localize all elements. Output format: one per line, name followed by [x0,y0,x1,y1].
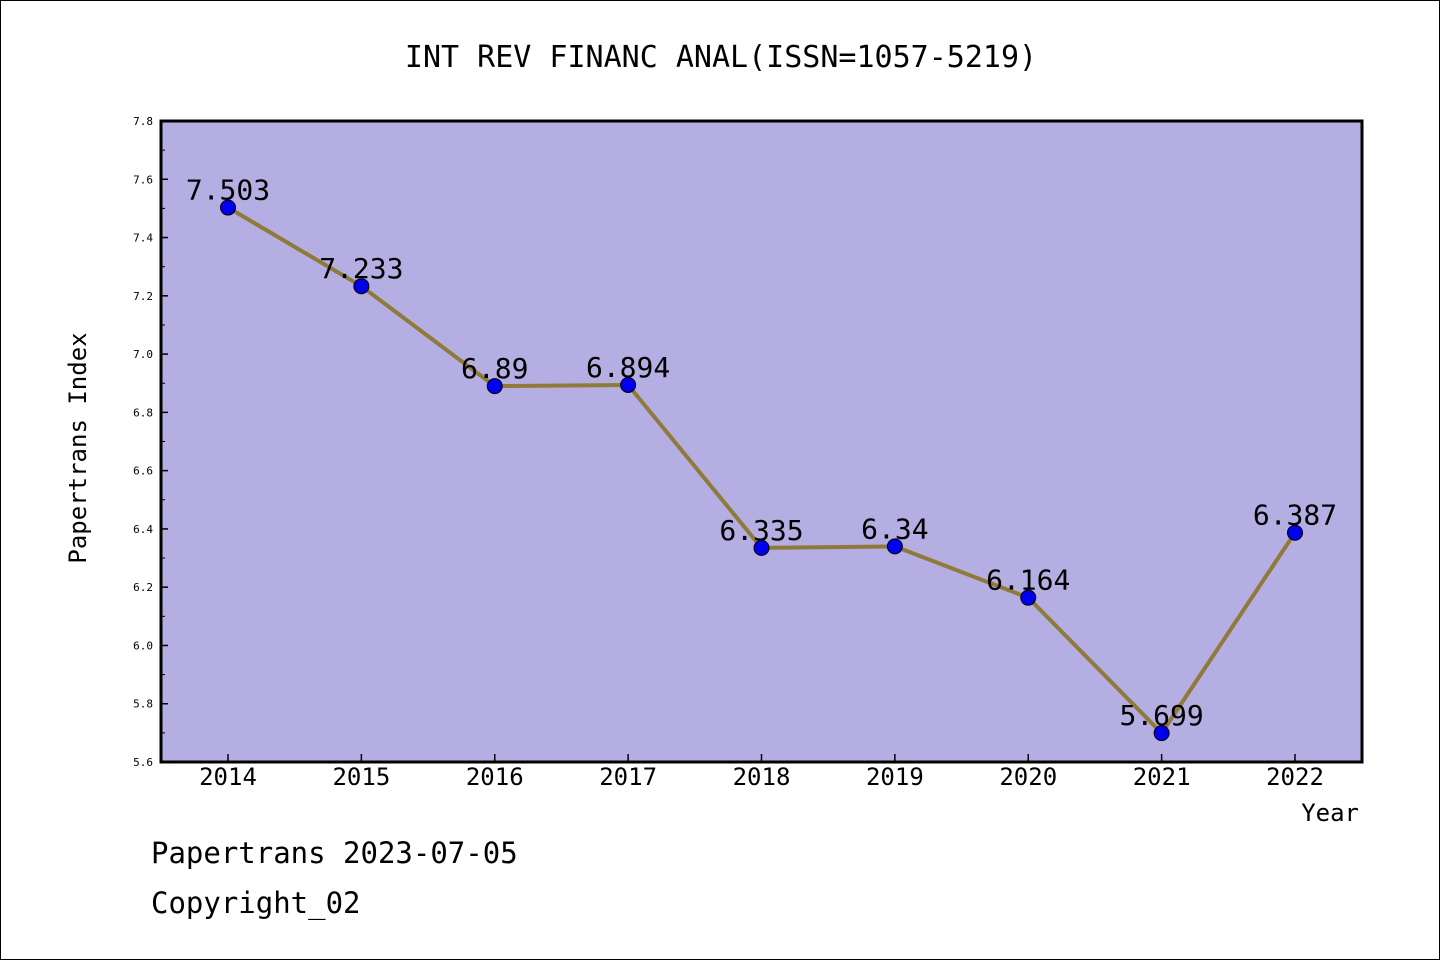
data-label: 6.164 [986,564,1070,597]
data-label: 7.233 [319,252,403,285]
data-point [620,376,637,393]
plot-area [161,121,1362,762]
y-tick-label: 6.0 [133,639,153,652]
x-tick-label: 2016 [466,763,524,791]
y-tick-label: 5.6 [133,756,153,769]
x-tick-label: 2014 [199,763,257,791]
x-axis-label: Year [1301,799,1359,827]
data-point [1020,589,1037,606]
data-label: 7.503 [186,174,270,207]
y-tick-label: 6.2 [133,581,153,594]
y-tick-label: 6.8 [133,406,153,419]
y-tick-label: 7.0 [133,348,153,361]
chart-title: INT REV FINANC ANAL(ISSN=1057-5219) [405,40,1037,75]
data-label: 6.894 [586,351,670,384]
x-tick-label: 2015 [332,763,390,791]
y-tick-label: 7.6 [133,173,153,186]
y-tick-label: 6.4 [133,523,153,536]
data-point [486,378,503,395]
x-tick-label: 2017 [599,763,657,791]
x-tick-label: 2019 [866,763,924,791]
x-tick-label: 2021 [1133,763,1191,791]
data-label: 5.699 [1119,699,1203,732]
data-point [220,199,236,216]
data-point [353,278,370,295]
x-tick-label: 2018 [733,763,791,791]
data-label: 6.387 [1253,499,1337,532]
y-tick-label: 7.4 [133,232,153,245]
y-tick-label: 7.2 [133,290,153,303]
footer-copyright: Copyright_02 [151,886,361,920]
x-axis: 2014 2015 2016 2017 2018 2019 2020 2021 2022 [199,754,1324,791]
y-tick-label: 5.8 [133,698,153,711]
y-axis-label: Papertrans Index [64,332,92,563]
x-tick-label: 2022 [1266,763,1324,791]
data-label: 6.89 [461,352,528,385]
data-point [1287,524,1303,541]
plot-border [159,119,1364,764]
data-point [753,539,770,556]
y-axis: 5.6 5.8 6.0 6.2 6.4 6.6 6.8 7.0 7.2 7.4 7.6 7.8 [133,115,168,769]
data-label: 6.335 [719,514,803,547]
data-point [1153,725,1170,742]
data-label: 6.34 [861,512,928,545]
y-tick-label: 6.6 [133,465,153,478]
data-point [886,538,903,555]
series-line-group: 7.503 7.233 6.89 6.894 6.335 6.34 6.164 5.699 6.… [186,174,1337,742]
footer-date: Papertrans 2023-07-05 [151,836,518,870]
y-tick-label: 7.8 [133,115,153,128]
x-tick-label: 2020 [999,763,1057,791]
